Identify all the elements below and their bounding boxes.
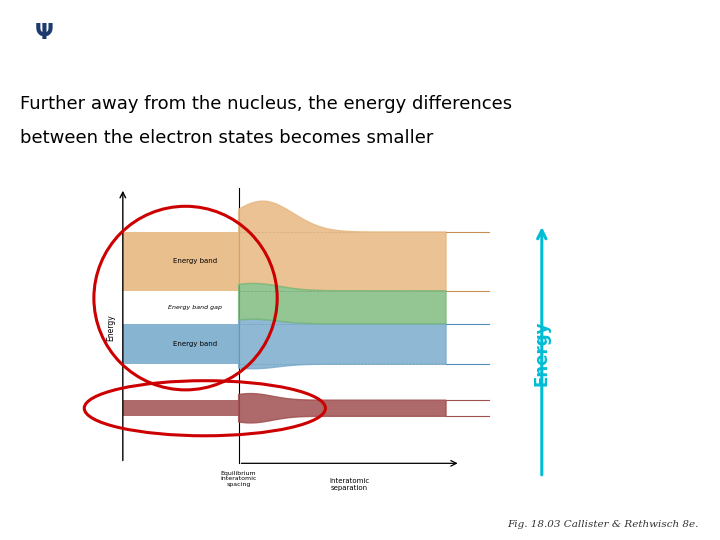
Text: Ψ: Ψ [35, 23, 54, 44]
FancyBboxPatch shape [1, 9, 88, 78]
Text: Energy band gap: Energy band gap [168, 305, 222, 310]
Text: Energy: Energy [533, 321, 551, 387]
Text: University of
South Australia: University of South Australia [15, 49, 74, 69]
Text: between the electron states becomes smaller: between the electron states becomes smal… [20, 129, 433, 147]
Text: Interatomic
separation: Interatomic separation [330, 478, 369, 491]
Text: Fig. 18.03 Callister & Rethwisch 8e.: Fig. 18.03 Callister & Rethwisch 8e. [507, 520, 698, 529]
Polygon shape [238, 201, 446, 291]
Text: Equilibrium
interatomic
spacing: Equilibrium interatomic spacing [220, 471, 257, 487]
Bar [123, 400, 238, 416]
Bar [123, 232, 238, 291]
Bar [123, 324, 238, 364]
Text: Further away from the nucleus, the energy differences: Further away from the nucleus, the energ… [20, 95, 513, 113]
Text: Energy band structures in solids: Energy band structures in solids [91, 25, 701, 58]
Polygon shape [238, 319, 446, 369]
Text: Energy band: Energy band [173, 341, 217, 347]
Text: Energy band: Energy band [173, 258, 217, 265]
Polygon shape [238, 394, 446, 423]
Text: Energy: Energy [107, 314, 115, 341]
Polygon shape [238, 284, 446, 324]
